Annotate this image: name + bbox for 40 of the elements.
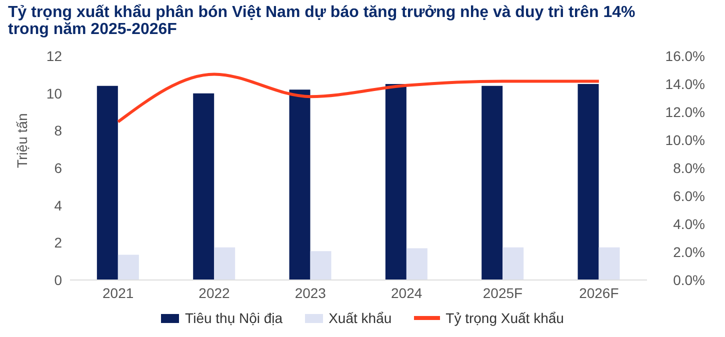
- bar: [214, 247, 236, 280]
- bar: [118, 254, 139, 280]
- x-tick-label: 2024: [391, 284, 422, 301]
- bar: [289, 90, 310, 280]
- bar: [193, 93, 214, 280]
- y2-tick-label: 0.0%: [673, 272, 705, 288]
- y-tick-label: 8: [54, 122, 62, 139]
- y2-tick-label: 4.0%: [673, 216, 705, 232]
- y2-tick-label: 14.0%: [665, 76, 705, 92]
- y-tick-label: 6: [54, 160, 62, 176]
- bar: [310, 251, 332, 280]
- x-tick-label: 2021: [102, 284, 134, 301]
- legend-label: Tiêu thụ Nội địa: [185, 310, 283, 326]
- y2-tick-label: 6.0%: [673, 188, 705, 204]
- y2-tick-label: 12.0%: [665, 104, 705, 120]
- y-tick-label: 0: [54, 272, 62, 288]
- y-tick-label: 10: [46, 85, 62, 102]
- y2-tick-label: 10.0%: [665, 132, 705, 148]
- bar: [578, 84, 599, 280]
- y2-tick-label: 16.0%: [665, 48, 705, 64]
- x-tick-label: 2025F: [482, 284, 523, 301]
- chart-title: Tỷ trọng xuất khẩu phân bón Việt Nam dự báo tăng trưởng nhẹ và duy trì trên 14% trong năm 2025-2026F: [8, 4, 636, 38]
- bar: [406, 248, 428, 280]
- bar: [482, 86, 503, 280]
- legend-label: Tỷ trọng Xuất khẩu: [446, 310, 564, 326]
- bar: [502, 247, 524, 280]
- y2-tick-label: 2.0%: [673, 244, 705, 260]
- x-tick-label: 2026F: [579, 284, 619, 301]
- bar: [598, 247, 620, 280]
- y-tick-label: 4: [54, 197, 62, 214]
- bar: [96, 86, 118, 280]
- x-tick-label: 2023: [294, 284, 326, 301]
- bar: [385, 84, 406, 280]
- y2-tick-label: 8.0%: [673, 160, 705, 176]
- line-series: [116, 72, 600, 124]
- y-axis-title: Triệu tấn: [14, 113, 30, 168]
- y-tick-label: 12: [46, 48, 62, 64]
- y-tick-label: 2: [54, 234, 62, 251]
- legend-label: Xuất khẩu: [328, 310, 392, 326]
- x-tick-label: 2022: [198, 284, 230, 301]
